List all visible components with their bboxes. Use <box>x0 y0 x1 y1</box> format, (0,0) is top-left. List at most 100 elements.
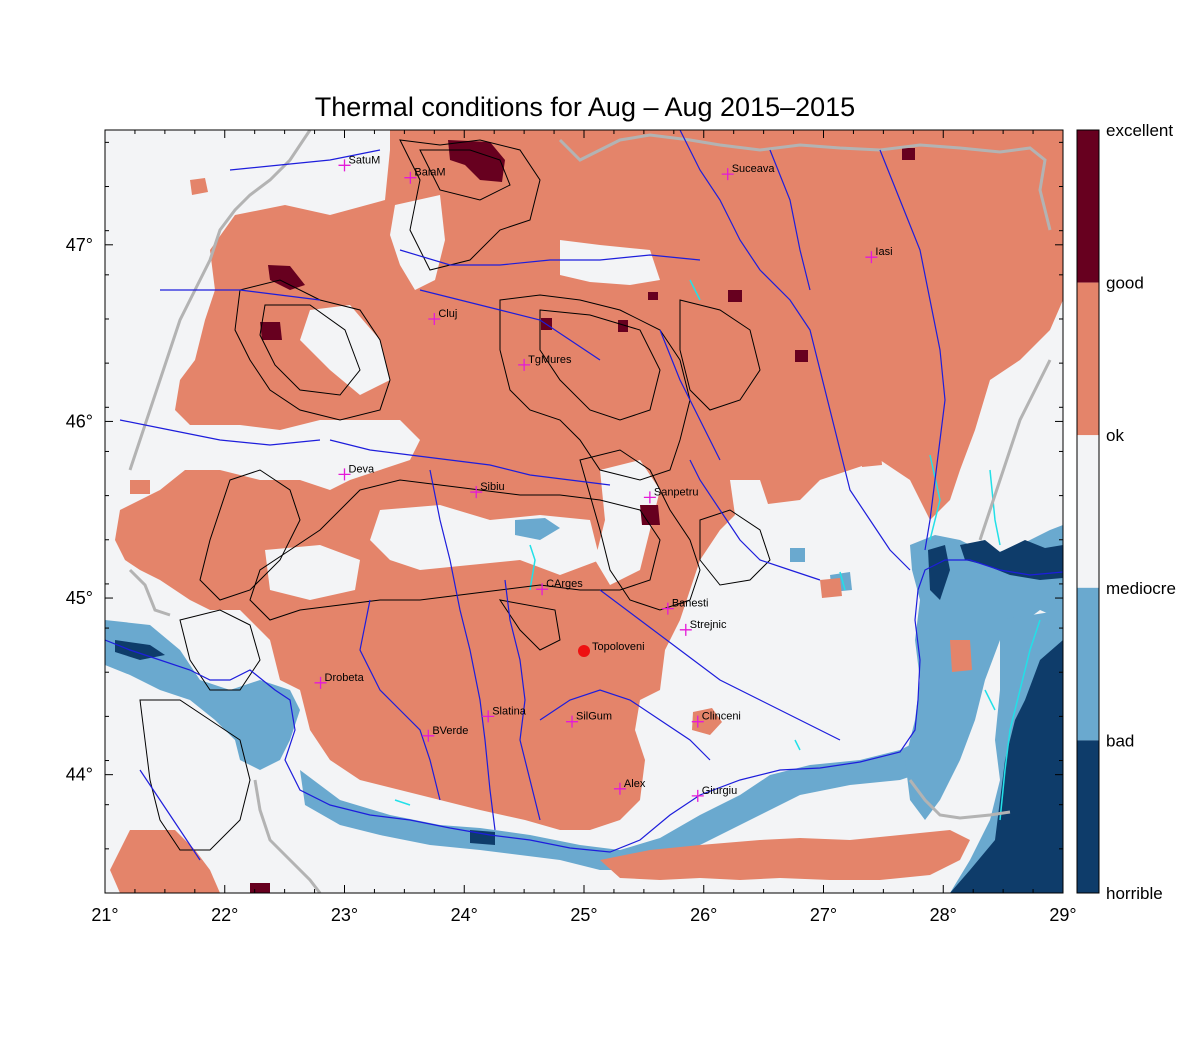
bad-class-black-sea <box>950 640 1063 893</box>
excellent-class-patch-9 <box>618 320 628 332</box>
station-label: BVerde <box>432 725 468 737</box>
station-label: Giurgiu <box>702 785 737 797</box>
station-label: BaiaM <box>414 167 445 179</box>
station-marker <box>661 602 674 615</box>
y-tick-labels: 47° 46° 45° 44° <box>66 235 93 785</box>
excellent-class-patch-6 <box>728 290 742 302</box>
legend-label-ok: ok <box>1106 426 1124 445</box>
y-tick-label: 44° <box>66 765 93 785</box>
lake-lines <box>394 279 1041 821</box>
station-label: Clinceni <box>702 711 741 723</box>
station-label: Iasi <box>875 246 892 258</box>
station-label: Sibiu <box>480 481 504 493</box>
station-marker <box>721 168 734 181</box>
good-class-blob-nw <box>190 178 208 195</box>
x-tick-label: 24° <box>451 905 478 925</box>
stations-layer: SatuM BaiaM Suceava Iasi Cluj TgMures Deva Sibi… <box>314 154 893 802</box>
station-clinceni: Clinceni <box>691 711 741 728</box>
legend-labels: excellent good ok mediocre bad horrible <box>1106 121 1176 903</box>
station-iasi: Iasi <box>865 246 893 264</box>
station-label: TgMures <box>528 354 572 366</box>
station-banesti: Banesti <box>661 598 709 615</box>
mediocre-class-danube-south <box>300 740 930 870</box>
legend-swatch-good <box>1077 282 1099 436</box>
station-label: SatuM <box>349 154 381 166</box>
axis-ticks <box>104 130 1064 894</box>
station-deva: Deva <box>338 463 376 481</box>
legend-label-horrible: horrible <box>1106 884 1163 903</box>
legend-label-bad: bad <box>1106 731 1134 750</box>
station-satum: SatuM <box>338 154 381 172</box>
x-tick-label: 26° <box>690 905 717 925</box>
station-strejnic: Strejnic <box>679 619 727 636</box>
x-tick-label: 21° <box>91 905 118 925</box>
station-cluj: Cluj <box>428 308 457 325</box>
y-tick-label: 45° <box>66 588 93 608</box>
station-label: Banesti <box>672 598 709 610</box>
excellent-class-patch-10 <box>250 883 270 893</box>
excellent-class-patch-7 <box>795 350 808 362</box>
station-marker <box>338 468 351 481</box>
station-marker <box>643 491 656 504</box>
excellent-class-patch-2 <box>268 265 305 290</box>
legend-label-good: good <box>1106 274 1144 293</box>
station-marker <box>404 171 417 184</box>
legend-frame <box>1076 129 1100 894</box>
station-baiam: BaiaM <box>404 167 446 184</box>
legend-label-mediocre: mediocre <box>1106 579 1176 598</box>
elevation-contours <box>139 139 771 851</box>
x-tick-label: 29° <box>1049 905 1076 925</box>
good-class-blob-east-3 <box>860 440 882 467</box>
station-label: Strejnic <box>690 619 727 631</box>
station-label: Drobeta <box>325 672 365 684</box>
station-giurgiu: Giurgiu <box>691 785 737 802</box>
bad-class-danube-segment <box>115 640 165 660</box>
ok-island-eastern <box>560 240 660 285</box>
station-slatina: Slatina <box>482 705 527 723</box>
station-label: Suceava <box>732 163 776 175</box>
good-class-blob-south-west <box>110 830 220 893</box>
station-marker <box>566 715 579 728</box>
station-label: Sanpetru <box>654 486 699 498</box>
station-silgum: SilGum <box>566 711 612 728</box>
legend-colorbar <box>1076 129 1100 894</box>
station-marker <box>613 782 626 795</box>
ok-island-apuseni <box>300 305 390 395</box>
highlight-point-label: Topoloveni <box>592 641 645 653</box>
mediocre-class-fagaras-lakes <box>515 518 560 540</box>
station-marker <box>691 715 704 728</box>
station-alex: Alex <box>613 778 646 795</box>
station-marker <box>518 358 531 371</box>
good-class-blob-east-2 <box>820 578 842 598</box>
excellent-class-patch-5 <box>902 148 915 160</box>
station-label: Cluj <box>438 308 457 320</box>
good-class-blob-clinceni <box>692 708 722 735</box>
x-tick-label: 25° <box>570 905 597 925</box>
x-tick-labels: 21° 22° 23° 24° 25° 26° 27° 28° 29° <box>91 905 1076 925</box>
station-marker <box>470 486 483 499</box>
highlight-point-marker <box>578 645 590 658</box>
good-class-blob-nw-2 <box>130 480 150 494</box>
station-bverde: BVerde <box>422 725 468 742</box>
bad-class-danube-segment-2 <box>470 830 495 845</box>
station-marker <box>314 676 327 689</box>
station-marker <box>422 729 435 742</box>
station-marker <box>865 251 878 264</box>
ok-island-retezat <box>265 545 360 600</box>
good-class-area <box>115 130 1063 830</box>
ok-island-north <box>390 195 445 290</box>
legend-swatch-excellent <box>1077 130 1099 283</box>
station-label: Deva <box>349 463 376 475</box>
mediocre-class-small-1 <box>790 548 805 562</box>
station-marker <box>536 583 549 596</box>
y-tick-label: 47° <box>66 235 93 255</box>
country-borders <box>128 130 1052 893</box>
x-tick-label: 23° <box>331 905 358 925</box>
station-label: Alex <box>624 778 646 790</box>
station-suceava: Suceava <box>721 163 776 181</box>
legend-swatch-ok <box>1077 435 1099 588</box>
station-label: SilGum <box>576 711 612 723</box>
station-marker <box>338 159 351 172</box>
rivers <box>105 130 1063 861</box>
